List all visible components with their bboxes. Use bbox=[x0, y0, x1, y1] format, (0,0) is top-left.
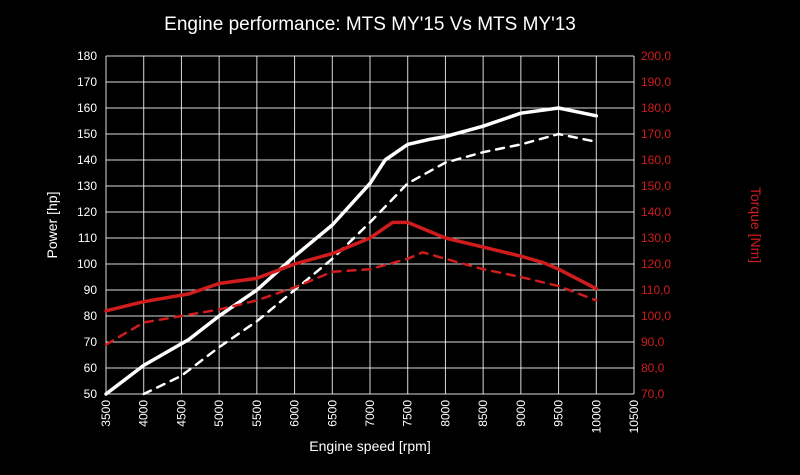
x-tick-label: 8000 bbox=[438, 400, 452, 427]
y-right-tick-label: 110,0 bbox=[641, 283, 670, 297]
y-left-tick-label: 160 bbox=[77, 101, 97, 115]
x-tick-label: 10000 bbox=[589, 400, 603, 434]
y-right-tick-label: 80,0 bbox=[641, 361, 665, 375]
power-dashed-line bbox=[142, 132, 598, 396]
x-tick-label: 6000 bbox=[288, 400, 302, 427]
y-axis-left-label: Power [hp] bbox=[44, 192, 60, 259]
x-tick-label: 8500 bbox=[476, 400, 490, 427]
series-layer bbox=[104, 106, 599, 396]
y-right-tick-label: 150,0 bbox=[641, 179, 671, 193]
x-tick-label: 9000 bbox=[514, 400, 528, 427]
y-left-tick-label: 70 bbox=[84, 335, 98, 349]
y-right-tick-label: 140,0 bbox=[641, 205, 671, 219]
x-tick-label: 7000 bbox=[363, 400, 377, 427]
y-right-tick-label: 130,0 bbox=[641, 231, 671, 245]
x-tick-label: 7500 bbox=[401, 400, 415, 427]
chart-title: Engine performance: MTS MY'15 Vs MTS MY'… bbox=[164, 14, 576, 35]
y-left-tick-label: 180 bbox=[77, 49, 97, 63]
x-tick-label: 5000 bbox=[212, 400, 226, 427]
y-left-tick-label: 90 bbox=[84, 283, 98, 297]
torque-dashed-line bbox=[104, 251, 598, 346]
y-left-tick-label: 110 bbox=[78, 231, 97, 245]
y-left-tick-label: 50 bbox=[84, 387, 98, 401]
y-axis-right-label: Torque [Nm] bbox=[748, 187, 764, 263]
y-right-tick-label: 190,0 bbox=[641, 75, 671, 89]
y-left-tick-label: 120 bbox=[77, 205, 97, 219]
x-axis-ticks: 3500 4000 4500 5000 5500 6000 6500 7000 7500 8000… bbox=[99, 400, 641, 434]
y-left-tick-label: 150 bbox=[77, 127, 97, 141]
y-left-tick-label: 60 bbox=[84, 361, 98, 375]
y-right-tick-label: 170,0 bbox=[641, 127, 671, 141]
x-tick-label: 3500 bbox=[99, 400, 113, 427]
y-right-tick-label: 180,0 bbox=[641, 101, 671, 115]
x-tick-label: 9500 bbox=[552, 400, 566, 427]
torque-solid-line bbox=[104, 220, 599, 313]
y-left-tick-label: 130 bbox=[77, 179, 97, 193]
x-tick-label: 6500 bbox=[325, 400, 339, 427]
y-right-tick-label: 160,0 bbox=[641, 153, 671, 167]
y-right-tick-label: 200,0 bbox=[641, 49, 671, 63]
y-axis-left-ticks: 50 60 70 80 90 100 110 120 130 140 150 160 170 180 bbox=[77, 49, 97, 401]
power-solid-line bbox=[104, 106, 599, 396]
x-tick-label: 4000 bbox=[137, 400, 151, 427]
y-right-tick-label: 120,0 bbox=[641, 257, 671, 271]
y-left-tick-label: 100 bbox=[77, 257, 97, 271]
y-right-tick-label: 90,0 bbox=[641, 335, 665, 349]
y-left-tick-label: 170 bbox=[77, 75, 97, 89]
x-tick-label: 4500 bbox=[174, 400, 188, 427]
x-axis-label: Engine speed [rpm] bbox=[309, 438, 430, 454]
y-right-tick-label: 70,0 bbox=[641, 387, 665, 401]
y-axis-right-ticks: 70,0 80,0 90,0 100,0 110,0 120,0 130,0 140,0 150… bbox=[641, 49, 671, 401]
y-left-tick-label: 140 bbox=[77, 153, 97, 167]
y-left-tick-label: 80 bbox=[84, 309, 98, 323]
x-tick-label: 10500 bbox=[627, 400, 641, 434]
y-right-tick-label: 100,0 bbox=[641, 309, 671, 323]
x-tick-label: 5500 bbox=[250, 400, 264, 427]
